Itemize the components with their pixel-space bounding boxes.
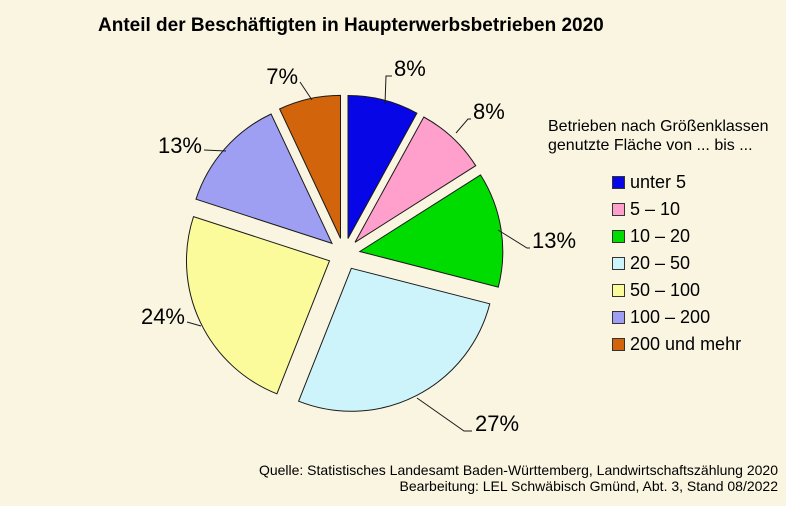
source-note: Quelle: Statistisches Landesamt Baden-Wü… — [259, 462, 778, 494]
legend-item-5: 50 – 100 — [612, 277, 786, 304]
slice-data-label-3: 13% — [532, 228, 576, 253]
leader-line-6 — [203, 149, 227, 152]
pie-slice-1 — [347, 94, 418, 239]
legend: Betrieben nach Größenklassen genutzte Fl… — [548, 117, 769, 354]
pie-slice-7 — [278, 94, 341, 239]
leader-line-7 — [299, 81, 313, 101]
chart-title: Anteil der Beschäftigten in Haupterwerbs… — [98, 15, 604, 36]
legend-heading-line1: Betrieben nach Größenklassen — [548, 118, 769, 135]
legend-swatch-2 — [612, 203, 625, 216]
pie-slice-5 — [186, 215, 331, 395]
legend-label-6: 100 – 200 — [630, 307, 711, 327]
source-line1: Quelle: Statistisches Landesamt Baden-Wü… — [258, 462, 778, 478]
legend-label-7: 200 und mehr — [630, 334, 742, 354]
pie-slice-4 — [297, 267, 491, 412]
slice-data-label-4: 27% — [475, 411, 519, 436]
legend-swatch-3 — [612, 230, 625, 243]
legend-heading-line2: genutzte Fläche von ... bis ... — [548, 137, 753, 154]
leader-line-5 — [186, 321, 202, 327]
legend-swatch-5 — [612, 284, 625, 297]
legend-label-5: 50 – 100 — [630, 280, 701, 300]
legend-item-7: 200 und mehr — [612, 331, 786, 358]
legend-item-1: unter 5 — [612, 169, 786, 196]
legend-swatch-4 — [612, 257, 625, 270]
legend-label-4: 20 – 50 — [630, 253, 691, 273]
leader-line-4 — [416, 397, 472, 432]
legend-items: unter 5 5 – 10 10 – 20 20 – 50 50 – 100 100 –… — [612, 169, 786, 358]
leader-line-3 — [497, 229, 530, 249]
legend-item-3: 10 – 20 — [612, 223, 786, 250]
slice-data-label-7: 7% — [266, 64, 298, 89]
legend-swatch-6 — [612, 311, 625, 324]
legend-label-3: 10 – 20 — [630, 226, 691, 246]
slice-data-label-1: 8% — [394, 56, 426, 81]
legend-item-6: 100 – 200 — [612, 304, 786, 331]
slice-data-label-6: 13% — [158, 133, 202, 158]
pie-slice-3 — [358, 174, 504, 288]
pie-slice-6 — [195, 113, 333, 245]
legend-label-1: unter 5 — [630, 172, 687, 192]
legend-item-4: 20 – 50 — [612, 250, 786, 277]
leader-line-1 — [384, 75, 392, 105]
slice-data-label-2: 8% — [473, 99, 505, 124]
leader-line-2 — [455, 118, 471, 134]
legend-swatch-7 — [612, 338, 625, 351]
source-line2: Bearbeitung: LEL Schwäbisch Gmünd, Abt. … — [399, 478, 778, 494]
legend-item-2: 5 – 10 — [612, 196, 786, 223]
legend-swatch-1 — [612, 176, 625, 189]
pie-slice-2 — [354, 116, 477, 243]
slice-data-label-5: 24% — [141, 304, 185, 329]
legend-label-2: 5 – 10 — [630, 199, 681, 219]
